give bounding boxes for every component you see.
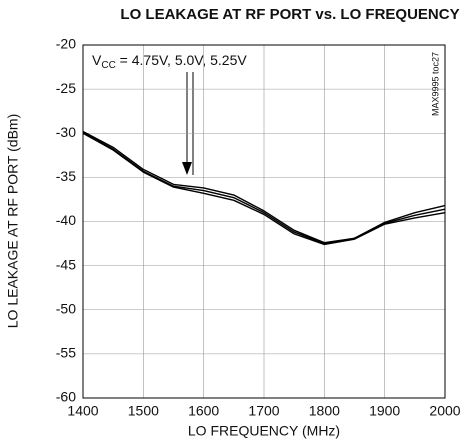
x-tick-label: 1900	[369, 403, 400, 419]
annotation-sub: CC	[101, 60, 115, 71]
annotation: VCC = 4.75V, 5.0V, 5.25V	[92, 52, 247, 71]
x-tick-label: 2000	[429, 403, 460, 419]
annotation-v: V	[92, 52, 102, 68]
side-note: MAX9995 toc27	[430, 52, 440, 116]
x-axis-label: LO FREQUENCY (MHz)	[188, 423, 340, 439]
y-tick-label: -50	[56, 300, 76, 316]
y-axis-label: LO LEAKAGE AT RF PORT (dBm)	[5, 114, 21, 328]
y-tick-label: -25	[56, 80, 76, 96]
x-tick-label: 1700	[248, 403, 279, 419]
y-tick-label: -60	[56, 389, 76, 405]
x-tick-label: 1400	[67, 403, 98, 419]
annotation-rest: = 4.75V, 5.0V, 5.25V	[116, 52, 248, 68]
y-tick-label: -30	[56, 124, 76, 140]
x-tick-label: 1500	[128, 403, 159, 419]
chart-title: LO LEAKAGE AT RF PORT vs. LO FREQUENCY	[120, 6, 459, 23]
arrow-head	[182, 162, 192, 175]
plot-frame	[82, 44, 446, 399]
y-tick-label: -45	[56, 256, 76, 272]
y-tick-label: -35	[56, 168, 76, 184]
x-tick-label: 1800	[309, 403, 340, 419]
series-line	[82, 132, 446, 246]
y-tick-label: -40	[56, 212, 76, 228]
series-line	[82, 130, 446, 244]
series-line	[82, 131, 446, 245]
y-tick-label: -20	[56, 36, 76, 52]
y-tick-label: -55	[56, 345, 76, 361]
x-tick-label: 1600	[188, 403, 219, 419]
